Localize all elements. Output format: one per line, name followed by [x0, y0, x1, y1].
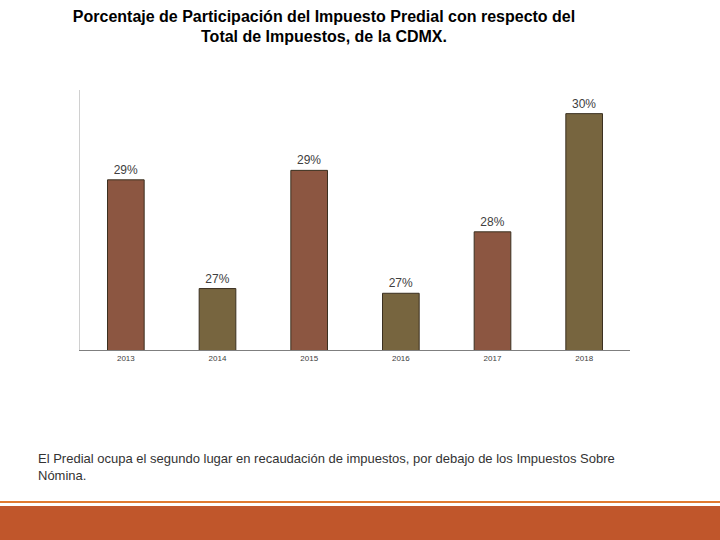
svg-text:27%: 27%: [389, 276, 413, 290]
svg-text:29%: 29%: [114, 163, 138, 177]
svg-text:27%: 27%: [205, 272, 229, 286]
svg-text:2017: 2017: [484, 354, 502, 363]
svg-text:El Predial ocupa el segundo lu: El Predial ocupa el segundo lugar en rec…: [38, 451, 615, 483]
svg-text:2014: 2014: [209, 354, 227, 363]
svg-text:2015: 2015: [300, 354, 318, 363]
svg-text:2013: 2013: [117, 354, 135, 363]
svg-text:28%: 28%: [480, 215, 504, 229]
svg-text:30%: 30%: [572, 97, 596, 111]
svg-text:29%: 29%: [297, 153, 321, 167]
svg-text:2018: 2018: [575, 354, 593, 363]
svg-text:2016: 2016: [392, 354, 410, 363]
svg-text:Porcentaje de Participación de: Porcentaje de Participación del Impuesto…: [73, 8, 575, 46]
